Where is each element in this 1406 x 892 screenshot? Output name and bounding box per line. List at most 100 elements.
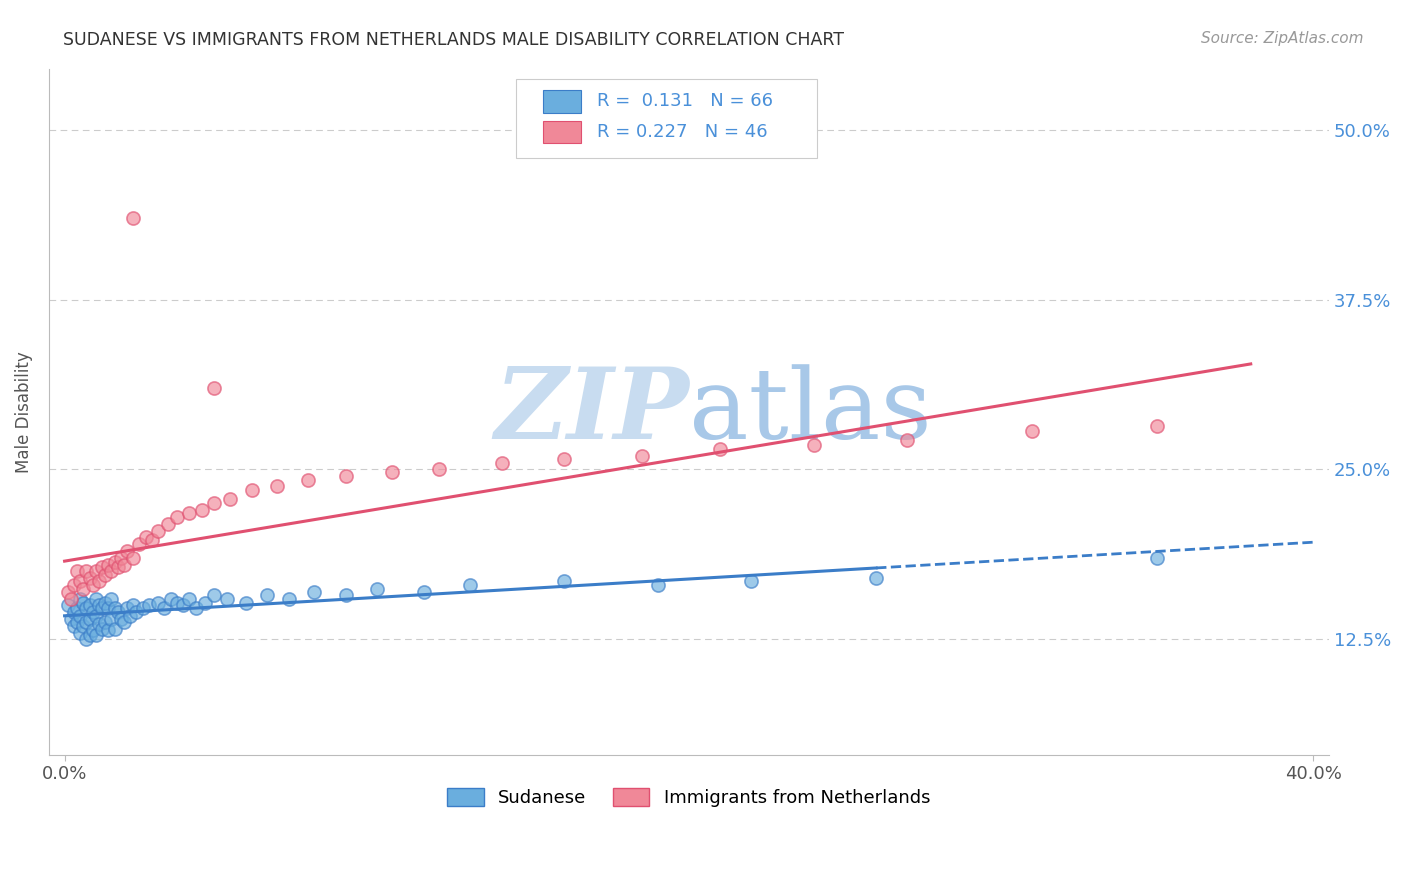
Sudanese <box>84 628 107 642</box>
Immigrants from Netherlands <box>148 524 170 538</box>
Sudanese <box>335 588 357 602</box>
Immigrants from Netherlands <box>156 516 179 531</box>
Sudanese <box>202 588 225 602</box>
Immigrants from Netherlands <box>79 571 101 585</box>
Immigrants from Netherlands <box>202 496 225 510</box>
Sudanese <box>647 578 669 592</box>
Immigrants from Netherlands <box>179 506 201 520</box>
Immigrants from Netherlands <box>72 582 94 596</box>
Sudanese <box>79 612 101 626</box>
Immigrants from Netherlands <box>122 211 145 225</box>
Legend: Sudanese, Immigrants from Netherlands: Sudanese, Immigrants from Netherlands <box>440 780 938 814</box>
Immigrants from Netherlands <box>896 433 918 447</box>
Sudanese <box>97 601 120 615</box>
Sudanese <box>115 601 138 615</box>
Immigrants from Netherlands <box>87 574 110 588</box>
Sudanese <box>63 619 86 633</box>
Sudanese <box>553 574 575 588</box>
Sudanese <box>256 588 278 602</box>
Sudanese <box>66 601 89 615</box>
Immigrants from Netherlands <box>107 560 129 574</box>
Immigrants from Netherlands <box>335 469 357 483</box>
Sudanese <box>278 591 301 606</box>
Text: SUDANESE VS IMMIGRANTS FROM NETHERLANDS MALE DISABILITY CORRELATION CHART: SUDANESE VS IMMIGRANTS FROM NETHERLANDS … <box>63 31 844 49</box>
Immigrants from Netherlands <box>112 558 135 572</box>
Sudanese <box>91 622 114 636</box>
Sudanese <box>865 571 887 585</box>
Immigrants from Netherlands <box>59 591 82 606</box>
Text: R = 0.227   N = 46: R = 0.227 N = 46 <box>596 123 768 141</box>
Sudanese <box>79 599 101 613</box>
Immigrants from Netherlands <box>803 438 825 452</box>
Sudanese <box>69 625 91 640</box>
Immigrants from Netherlands <box>191 503 214 517</box>
Immigrants from Netherlands <box>553 451 575 466</box>
Sudanese <box>194 596 217 610</box>
Immigrants from Netherlands <box>94 568 117 582</box>
Sudanese <box>94 596 117 610</box>
Immigrants from Netherlands <box>427 462 450 476</box>
Sudanese <box>72 596 94 610</box>
Sudanese <box>412 584 434 599</box>
Immigrants from Netherlands <box>97 558 120 572</box>
Sudanese <box>87 617 110 632</box>
Sudanese <box>120 609 142 624</box>
Sudanese <box>59 612 82 626</box>
Sudanese <box>94 615 117 629</box>
Sudanese <box>63 605 86 619</box>
Immigrants from Netherlands <box>135 531 157 545</box>
Immigrants from Netherlands <box>110 550 132 565</box>
Immigrants from Netherlands <box>69 574 91 588</box>
Immigrants from Netherlands <box>122 550 145 565</box>
Immigrants from Netherlands <box>297 474 319 488</box>
Sudanese <box>84 609 107 624</box>
Immigrants from Netherlands <box>82 578 104 592</box>
Text: R =  0.131   N = 66: R = 0.131 N = 66 <box>596 92 773 110</box>
Sudanese <box>112 615 135 629</box>
Sudanese <box>97 623 120 637</box>
Immigrants from Netherlands <box>266 479 288 493</box>
Sudanese <box>72 619 94 633</box>
Sudanese <box>1146 550 1168 565</box>
Immigrants from Netherlands <box>240 483 263 497</box>
Sudanese <box>148 596 170 610</box>
Sudanese <box>460 578 482 592</box>
Sudanese <box>91 601 114 615</box>
Immigrants from Netherlands <box>84 565 107 579</box>
Immigrants from Netherlands <box>75 565 97 579</box>
FancyBboxPatch shape <box>516 78 817 158</box>
Sudanese <box>122 599 145 613</box>
Immigrants from Netherlands <box>1021 425 1043 439</box>
Sudanese <box>159 591 181 606</box>
Immigrants from Netherlands <box>56 584 79 599</box>
Sudanese <box>87 599 110 613</box>
Sudanese <box>103 622 125 636</box>
Sudanese <box>125 605 148 619</box>
Sudanese <box>107 605 129 619</box>
Text: ZIP: ZIP <box>494 363 689 460</box>
Sudanese <box>103 601 125 615</box>
Immigrants from Netherlands <box>1146 419 1168 434</box>
Immigrants from Netherlands <box>381 465 404 479</box>
Immigrants from Netherlands <box>631 449 654 463</box>
Sudanese <box>79 628 101 642</box>
Immigrants from Netherlands <box>91 560 114 574</box>
Sudanese <box>304 584 326 599</box>
Sudanese <box>69 609 91 624</box>
Sudanese <box>366 582 388 596</box>
Sudanese <box>66 615 89 629</box>
Sudanese <box>75 601 97 615</box>
Sudanese <box>82 605 104 619</box>
Sudanese <box>166 596 188 610</box>
Immigrants from Netherlands <box>491 456 513 470</box>
Immigrants from Netherlands <box>66 565 89 579</box>
Sudanese <box>179 591 201 606</box>
Sudanese <box>235 596 257 610</box>
Sudanese <box>215 591 238 606</box>
Text: Source: ZipAtlas.com: Source: ZipAtlas.com <box>1201 31 1364 46</box>
FancyBboxPatch shape <box>543 120 581 144</box>
Sudanese <box>69 591 91 606</box>
Immigrants from Netherlands <box>115 544 138 558</box>
Immigrants from Netherlands <box>709 442 731 456</box>
Immigrants from Netherlands <box>166 510 188 524</box>
